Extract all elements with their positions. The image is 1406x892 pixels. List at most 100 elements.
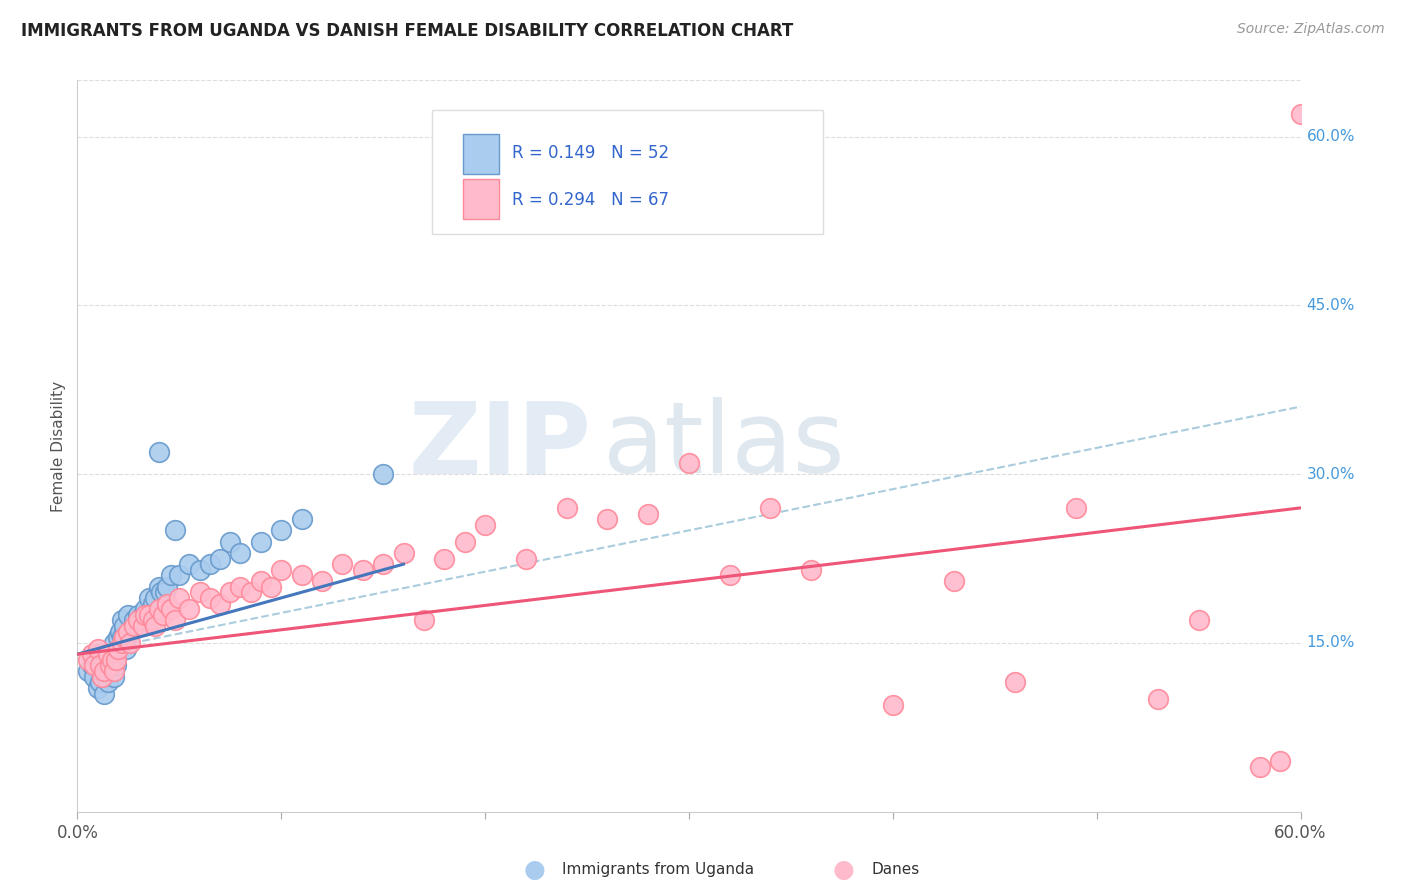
- Point: [97, 647, 120, 661]
- Point: [101, 647, 124, 661]
- Point: [759, 500, 782, 515]
- Point: [143, 619, 166, 633]
- Point: [124, 619, 146, 633]
- Point: [637, 507, 659, 521]
- Point: [103, 670, 125, 684]
- Point: [112, 630, 135, 644]
- Text: 30.0%: 30.0%: [1306, 467, 1355, 482]
- Point: [474, 517, 496, 532]
- Point: [260, 580, 283, 594]
- Point: [160, 602, 183, 616]
- Point: [134, 607, 156, 622]
- Point: [1289, 107, 1312, 121]
- Point: [76, 653, 98, 667]
- Point: [120, 624, 142, 639]
- Point: [169, 568, 191, 582]
- Point: [942, 574, 965, 588]
- Point: [1147, 692, 1170, 706]
- Point: [208, 551, 231, 566]
- Point: [115, 641, 138, 656]
- Point: [94, 670, 117, 684]
- Point: [90, 670, 112, 684]
- Point: [117, 607, 139, 622]
- FancyBboxPatch shape: [432, 110, 824, 234]
- Text: ●: ●: [832, 858, 855, 881]
- Point: [270, 524, 292, 538]
- Point: [148, 580, 170, 594]
- Text: R = 0.149   N = 52: R = 0.149 N = 52: [512, 145, 669, 162]
- Point: [111, 630, 134, 644]
- Point: [108, 624, 131, 639]
- Point: [1249, 760, 1271, 774]
- Point: [198, 557, 221, 571]
- Point: [229, 580, 252, 594]
- FancyBboxPatch shape: [463, 134, 499, 174]
- Text: 45.0%: 45.0%: [1306, 298, 1355, 313]
- Text: 60.0%: 60.0%: [1306, 129, 1355, 144]
- Point: [149, 585, 172, 599]
- Text: Immigrants from Uganda: Immigrants from Uganda: [562, 863, 755, 877]
- Point: [515, 551, 537, 566]
- Text: 15.0%: 15.0%: [1306, 635, 1355, 650]
- Point: [165, 524, 187, 538]
- Point: [156, 580, 179, 594]
- Text: R = 0.294   N = 67: R = 0.294 N = 67: [512, 191, 669, 209]
- Point: [1187, 614, 1209, 628]
- Point: [208, 597, 231, 611]
- Point: [371, 557, 394, 571]
- Point: [87, 681, 110, 695]
- Text: ●: ●: [523, 858, 546, 881]
- Point: [107, 630, 129, 644]
- Point: [1066, 500, 1088, 515]
- Point: [392, 546, 415, 560]
- Text: ZIP: ZIP: [408, 398, 591, 494]
- Point: [148, 602, 170, 616]
- Point: [134, 602, 156, 616]
- Point: [87, 641, 110, 656]
- Point: [89, 658, 111, 673]
- Text: atlas: atlas: [603, 398, 845, 494]
- Point: [352, 563, 374, 577]
- Point: [371, 467, 394, 482]
- Point: [105, 653, 128, 667]
- Point: [239, 585, 262, 599]
- Point: [80, 658, 103, 673]
- Point: [107, 641, 129, 656]
- Point: [111, 636, 134, 650]
- Point: [555, 500, 578, 515]
- Point: [156, 597, 179, 611]
- Point: [129, 619, 152, 633]
- Point: [89, 675, 111, 690]
- Point: [131, 607, 153, 622]
- Point: [453, 534, 475, 549]
- Point: [97, 658, 120, 673]
- Point: [83, 670, 105, 684]
- Text: IMMIGRANTS FROM UGANDA VS DANISH FEMALE DISABILITY CORRELATION CHART: IMMIGRANTS FROM UGANDA VS DANISH FEMALE …: [21, 22, 793, 40]
- Y-axis label: Female Disability: Female Disability: [51, 380, 66, 512]
- Point: [93, 664, 115, 678]
- Point: [148, 444, 170, 458]
- Point: [1268, 754, 1291, 768]
- Point: [433, 551, 456, 566]
- Point: [142, 597, 165, 611]
- Point: [111, 614, 134, 628]
- Point: [169, 591, 191, 605]
- Point: [120, 636, 142, 650]
- Point: [117, 624, 139, 639]
- Point: [413, 614, 436, 628]
- Point: [127, 607, 149, 622]
- Text: Source: ZipAtlas.com: Source: ZipAtlas.com: [1237, 22, 1385, 37]
- Point: [160, 568, 183, 582]
- Point: [596, 512, 619, 526]
- Point: [882, 698, 904, 712]
- Point: [105, 658, 128, 673]
- Point: [112, 619, 135, 633]
- Point: [138, 591, 160, 605]
- Point: [800, 563, 823, 577]
- Point: [229, 546, 252, 560]
- Point: [83, 658, 105, 673]
- Point: [76, 664, 98, 678]
- Point: [188, 585, 211, 599]
- Point: [90, 664, 112, 678]
- Point: [103, 664, 125, 678]
